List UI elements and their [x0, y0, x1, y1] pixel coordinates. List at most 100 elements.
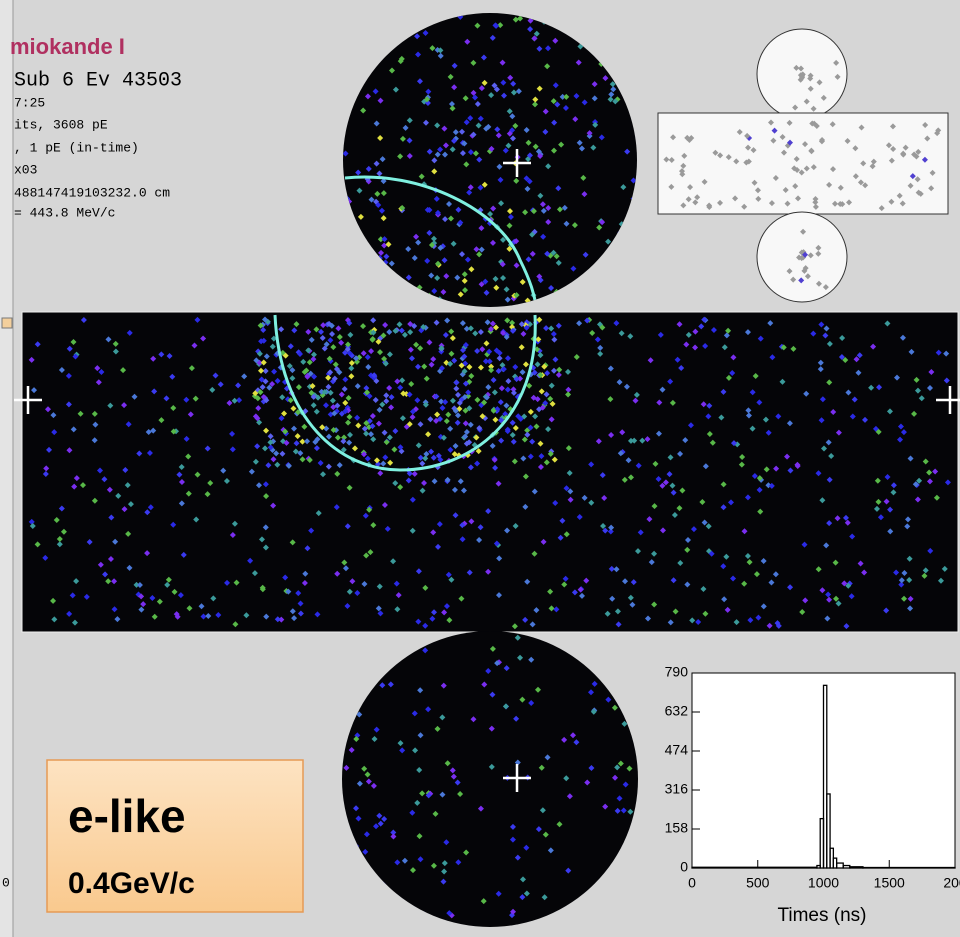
pmt-hit [358, 687, 364, 693]
info-title: miokande I [10, 34, 125, 59]
pmt-hit [607, 257, 613, 263]
pmt-hit [432, 918, 438, 924]
pmt-hit [628, 667, 634, 673]
pmt-hit [361, 38, 367, 44]
od-barrel [658, 113, 948, 214]
pmt-hit [626, 648, 632, 654]
pmt-hit [371, 909, 377, 915]
pmt-hit [367, 665, 373, 671]
x-tick-label: 500 [746, 875, 770, 891]
pmt-hit [631, 210, 637, 216]
pmt-hit [365, 896, 371, 902]
pmt-hit [620, 49, 626, 55]
pmt-hit [351, 291, 357, 297]
pmt-hit [390, 901, 396, 907]
y-tick-label: 474 [665, 742, 689, 758]
pmt-hit [582, 293, 588, 299]
pmt-hit [629, 293, 635, 299]
pmt-hit [353, 63, 359, 69]
badge-momentum: 0.4GeV/c [68, 867, 195, 900]
pmt-hit [572, 302, 578, 308]
pmt-hit [355, 230, 361, 236]
pmt-hit [580, 641, 586, 647]
pmt-hit [421, 302, 427, 308]
info-line: = 443.8 MeV/c [14, 205, 115, 220]
pmt-hit [613, 283, 619, 289]
pmt-hit [351, 235, 357, 241]
x-tick-label: 1000 [808, 875, 839, 891]
pmt-hit [344, 87, 350, 93]
pmt-hit [352, 634, 358, 640]
pmt-hit [373, 55, 379, 61]
pmt-hit [359, 287, 365, 293]
pmt-hit [360, 252, 366, 258]
pmt-hit [346, 43, 352, 49]
x-tick-label: 200 [943, 875, 960, 891]
pmt-hit [358, 281, 364, 287]
id-bottom-cap [342, 631, 638, 927]
pmt-hit [592, 23, 598, 29]
pmt-hit [360, 662, 366, 668]
y-tick-label: 316 [665, 781, 689, 797]
pmt-hit [625, 229, 631, 235]
pmt-hit [543, 919, 549, 925]
pmt-hit [616, 55, 622, 61]
pmt-hit [348, 285, 354, 291]
pmt-hit [342, 902, 348, 908]
badge-label: e-like [68, 790, 186, 842]
pmt-hit [367, 906, 373, 912]
pmt-hit [629, 244, 635, 250]
side-panel [0, 0, 13, 937]
pmt-hit [359, 53, 365, 59]
info-line: its, 3608 pE [14, 117, 108, 132]
pmt-hit [600, 302, 606, 308]
pmt-hit [599, 880, 605, 886]
pmt-hit [389, 298, 395, 304]
histogram-bar [692, 867, 817, 868]
info-line: Sub 6 Ev 43503 [14, 69, 182, 92]
y-tick-label: 0 [680, 859, 688, 875]
info-line: , 1 pE (in-time) [14, 140, 139, 155]
pmt-hit [627, 842, 633, 848]
pmt-hit [628, 15, 634, 21]
x-tick-label: 0 [688, 875, 696, 891]
side-label: 0 [2, 875, 10, 890]
pmt-hit [601, 274, 607, 280]
info-line: x03 [14, 162, 37, 177]
histogram-bar [850, 867, 863, 868]
pmt-hit [415, 302, 421, 308]
y-tick-label: 632 [665, 703, 689, 719]
pmt-hit [626, 246, 632, 252]
pmt-hit [397, 287, 403, 293]
x-axis-label: Times (ns) [777, 905, 866, 926]
pmt-hit [351, 259, 357, 265]
pmt-hit [609, 869, 615, 875]
pmt-hit [364, 26, 370, 32]
info-line: 488147419103232.0 cm [14, 185, 170, 200]
pmt-hit [422, 294, 428, 300]
pmt-hit [352, 225, 358, 231]
pmt-hit [350, 294, 356, 300]
pmt-hit [624, 68, 630, 74]
pmt-hit [595, 22, 601, 28]
pmt-hit [359, 24, 365, 30]
x-tick-label: 1500 [874, 875, 905, 891]
y-tick-label: 790 [665, 664, 689, 680]
pmt-hit [626, 868, 632, 874]
pmt-hit [381, 270, 387, 276]
display: 0 miokande I Sub 6 Ev 43503 7:25 its, 36… [0, 0, 960, 937]
pmt-hit [528, 922, 534, 928]
pmt-hit [586, 916, 592, 922]
pmt-hit [370, 270, 376, 276]
event-display: 0 miokande I Sub 6 Ev 43503 7:25 its, 36… [0, 0, 960, 937]
pmt-hit [613, 649, 619, 655]
pmt-hit [422, 293, 428, 299]
pmt-hit [349, 911, 355, 917]
pmt-hit [582, 276, 588, 282]
pmt-hit [621, 49, 627, 55]
side-button[interactable] [2, 318, 12, 328]
pmt-hit [613, 264, 619, 270]
pmt-hit [623, 291, 629, 297]
info-line: 7:25 [14, 95, 45, 110]
pmt-hit [591, 906, 597, 912]
